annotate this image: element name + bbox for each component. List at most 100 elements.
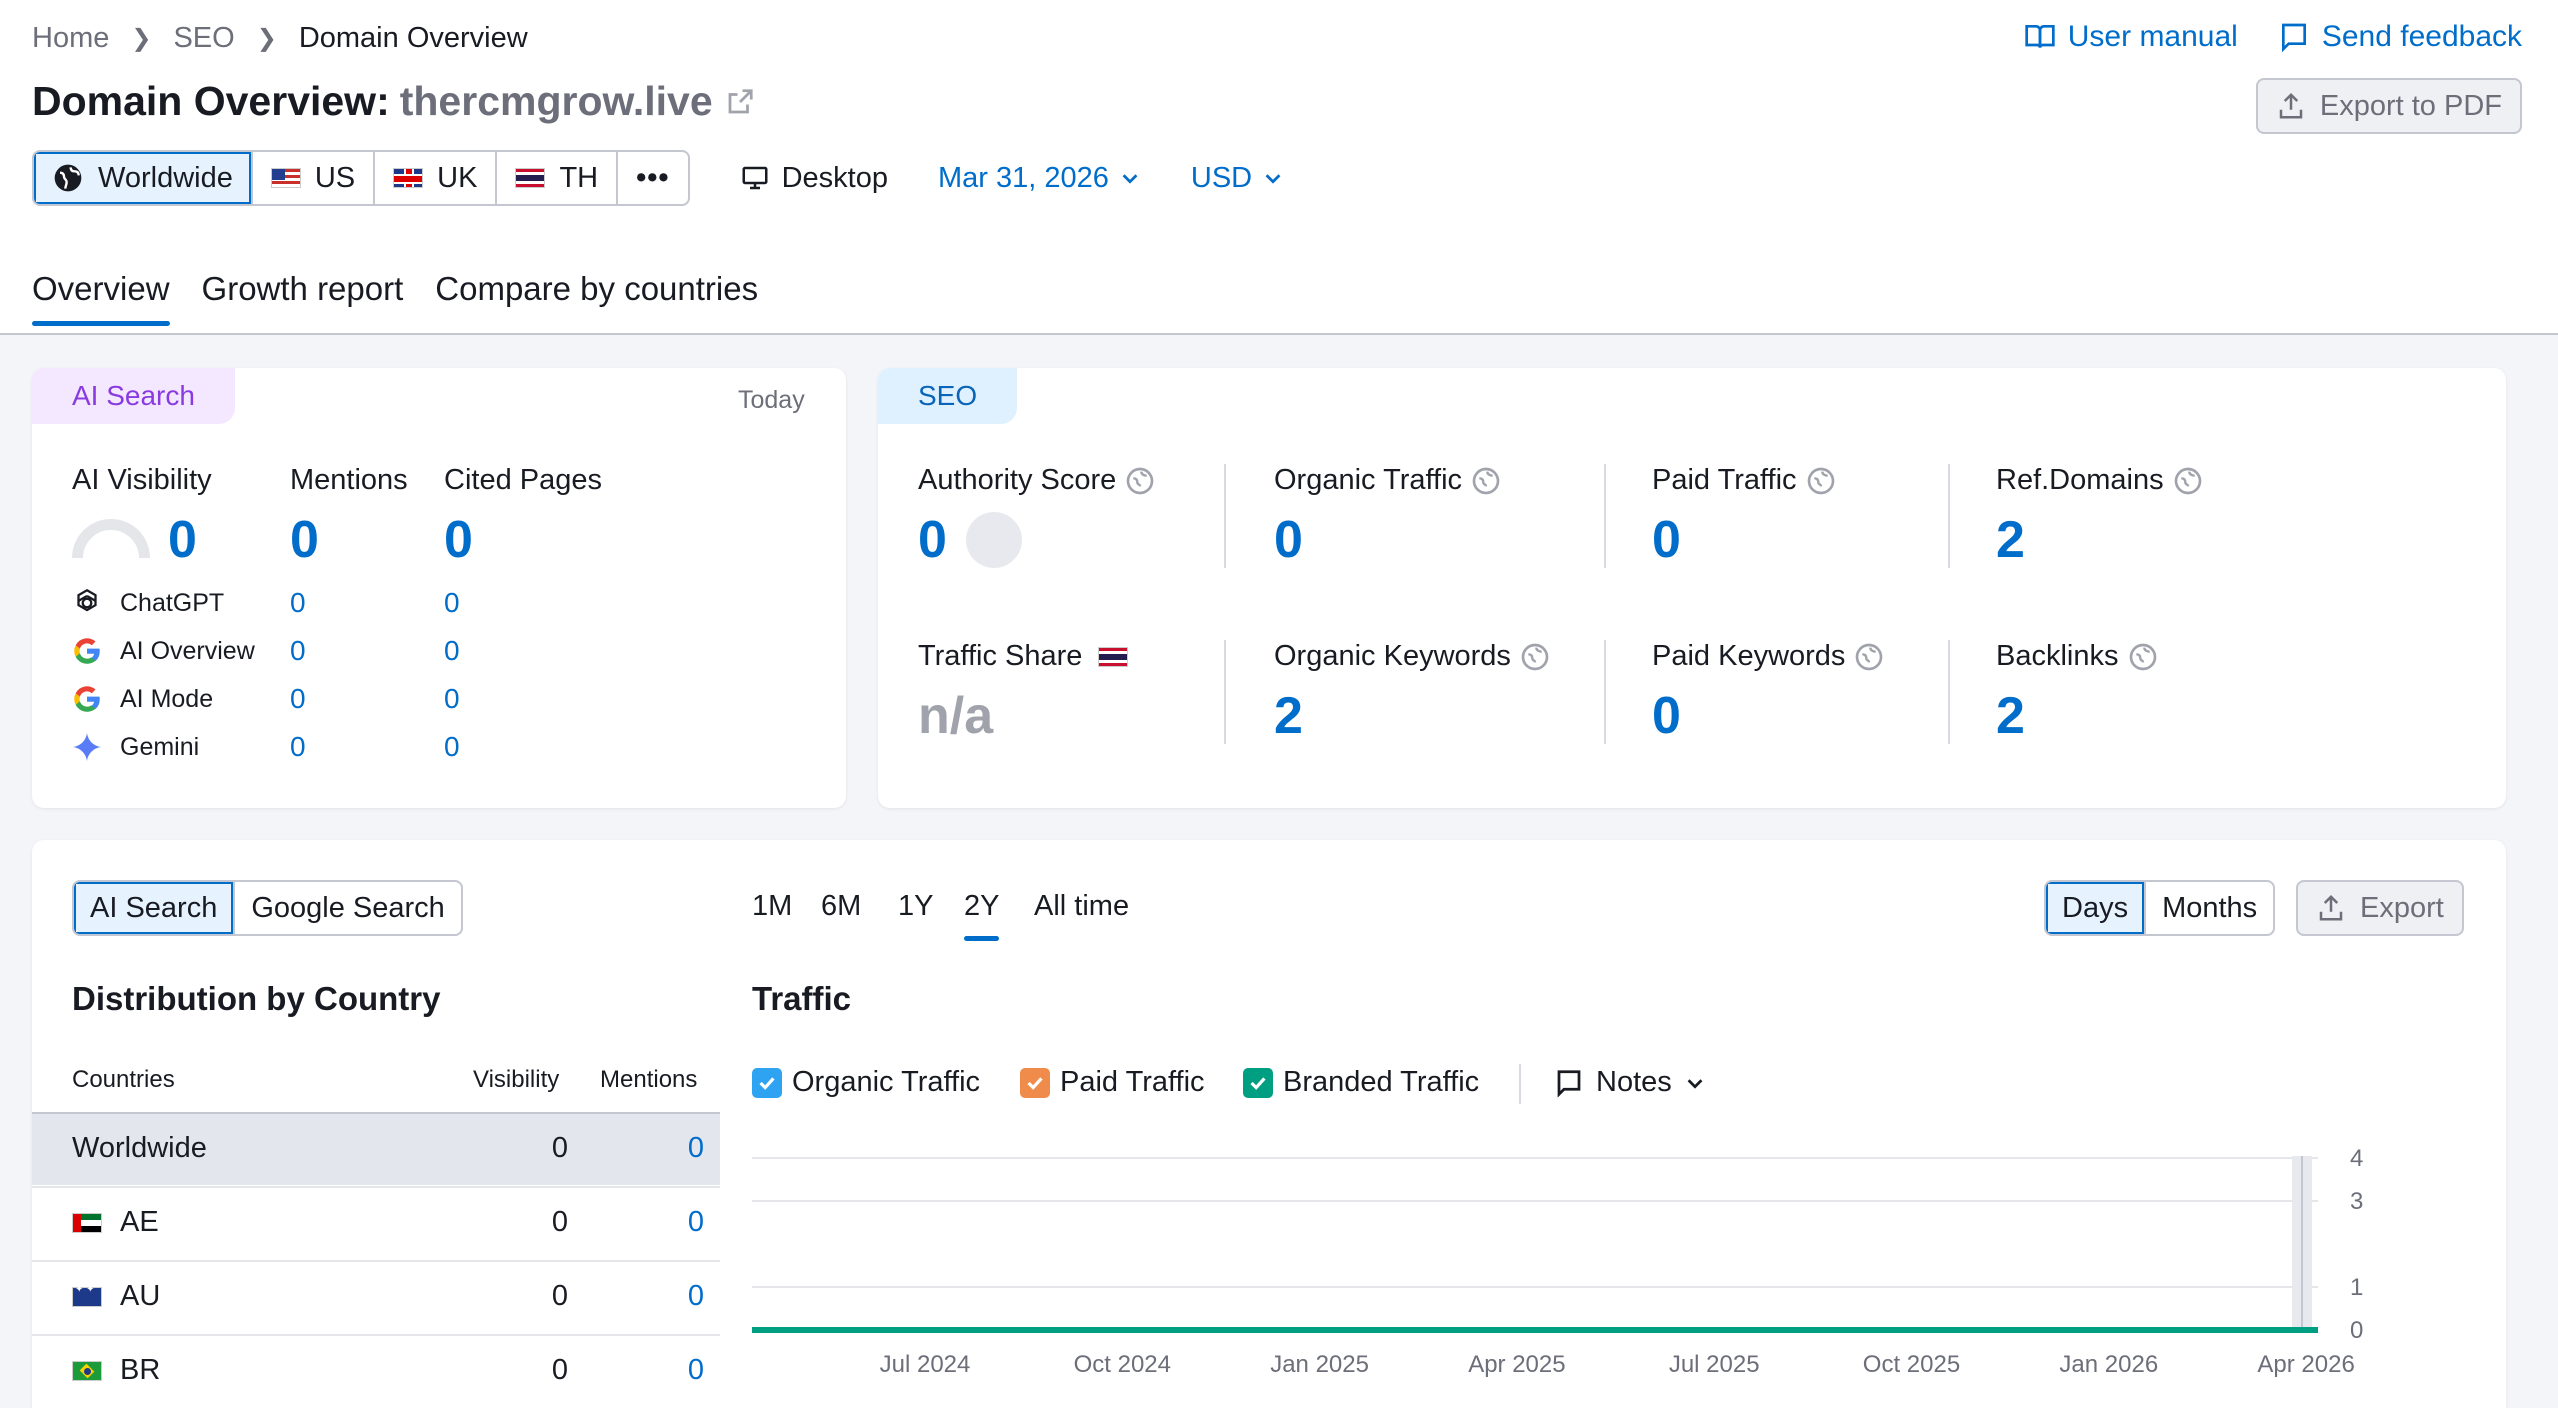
country-mentions[interactable]: 0 [687,1280,704,1312]
organic-keywords-value[interactable]: 2 [1274,687,1303,745]
db-worldwide[interactable]: Worldwide [34,152,253,204]
country-label: AU [120,1280,161,1312]
google-icon [74,686,100,712]
country-label: AE [120,1206,159,1238]
ai-row-mentions[interactable]: 0 [290,731,306,762]
traffic-title: Traffic [752,980,852,1017]
tab-growth-report[interactable]: Growth report [201,270,404,307]
country-mentions[interactable]: 0 [687,1132,704,1164]
ai-row-cited[interactable]: 0 [444,731,460,762]
tab-compare-by-countries[interactable]: Compare by countries [435,270,759,307]
country-mentions[interactable]: 0 [687,1354,704,1386]
traffic-share-value: n/a [918,687,994,745]
toggle-google-search[interactable]: Google Search [251,891,445,924]
tab-overview[interactable]: Overview [32,270,170,326]
breadcrumb-home[interactable]: Home [32,22,110,54]
toggle-days[interactable]: Days [2046,882,2147,934]
backlinks-label: Backlinks [1996,640,2159,673]
backlinks-value[interactable]: 2 [1996,687,2025,745]
mentions-value[interactable]: 0 [290,511,319,569]
header: Home ❯ SEO ❯ Domain Overview User manual… [0,0,2558,335]
toggle-months[interactable]: Months [2162,891,2258,924]
country-label: Worldwide [72,1132,207,1164]
paid-traffic-text: Paid Traffic [1652,464,1797,496]
export-button[interactable]: Export [2296,880,2464,936]
paid-keywords-value[interactable]: 0 [1652,687,1681,745]
external-link-icon[interactable] [725,87,755,117]
user-manual-link[interactable]: User manual [2024,20,2238,54]
authority-score-gauge [966,512,1022,568]
db-us[interactable]: US [253,152,376,204]
col-countries[interactable]: Countries [72,1066,175,1093]
period-2y[interactable]: 2Y [964,890,1000,941]
more-databases-button[interactable]: ••• [618,152,687,204]
country-mentions[interactable]: 0 [687,1206,704,1238]
cited-pages-value[interactable]: 0 [444,511,473,569]
organic-keywords-text: Organic Keywords [1274,640,1511,672]
db-th[interactable]: TH [497,152,619,204]
ai-row-cited[interactable]: 0 [444,635,460,666]
legend-organic-traffic[interactable]: Organic Traffic [752,1066,980,1099]
paid-traffic-value[interactable]: 0 [1652,511,1681,569]
country-visibility: 0 [551,1132,568,1164]
table-row[interactable]: BR 0 0 [32,1334,720,1407]
seo-tag: SEO [878,368,1018,424]
organic-traffic-value[interactable]: 0 [1274,511,1303,569]
cited-pages-label: Cited Pages [444,464,602,496]
checkbox-checked-icon [752,1067,782,1098]
ai-visibility-value[interactable]: 0 [168,511,197,569]
export-pdf-label: Export to PDF [2319,89,2502,122]
x-tick-label: Oct 2025 [1863,1351,1960,1378]
db-uk[interactable]: UK [375,152,498,204]
chatgpt-icon [77,588,97,612]
au-flag-icon [72,1284,102,1307]
notes-dropdown[interactable]: Notes [1554,1066,1706,1099]
globe-icon [54,164,82,192]
paid-keywords-text: Paid Keywords [1652,640,1846,672]
send-feedback-label: Send feedback [2321,20,2522,53]
period-6m[interactable]: 6M [821,890,862,922]
ai-row-name: AI Overview [120,636,255,665]
breadcrumb-seo[interactable]: SEO [173,22,235,54]
authority-score-label: Authority Score [918,464,1156,497]
table-row[interactable]: AU 0 0 [32,1260,720,1333]
search-source-toggle: AI Search Google Search [72,880,463,936]
period-all-time[interactable]: All time [1034,890,1130,922]
legend-paid-traffic[interactable]: Paid Traffic [1020,1066,1205,1099]
export-label: Export [2360,891,2444,924]
export-pdf-button[interactable]: Export to PDF [2255,78,2522,134]
legend-divider [1519,1064,1521,1104]
ai-search-card: AI Search [32,368,846,808]
x-tick-label: Apr 2026 [2257,1351,2354,1378]
send-feedback-link[interactable]: Send feedback [2278,20,2522,54]
col-visibility[interactable]: Visibility [473,1066,560,1093]
traffic-share-label: Traffic Share [918,640,1129,673]
domain-name: thercmgrow.live [399,78,713,124]
ai-row-mentions[interactable]: 0 [290,587,306,618]
legend-branded-traffic[interactable]: Branded Traffic [1243,1066,1479,1099]
device-selector[interactable]: Desktop [740,162,888,195]
date-dropdown[interactable]: Mar 31, 2026 [938,162,1141,195]
chevron-down-icon [1687,1078,1703,1089]
x-tick-label: Jan 2025 [1270,1351,1369,1378]
toggle-ai-search[interactable]: AI Search [74,882,236,934]
globe-info-icon [2174,467,2201,494]
authority-score-value[interactable]: 0 [918,511,947,569]
ai-row-mentions[interactable]: 0 [290,683,306,714]
ai-row-cited[interactable]: 0 [444,587,460,618]
ref-domains-value[interactable]: 2 [1996,511,2025,569]
table-row[interactable]: AE 0 0 [32,1186,720,1259]
checkbox-checked-icon [1243,1067,1273,1098]
period-1y[interactable]: 1Y [898,890,934,922]
col-mentions[interactable]: Mentions [600,1066,698,1093]
backlinks-text: Backlinks [1996,640,2119,672]
table-row[interactable]: Worldwide 0 0 [32,1112,720,1185]
breadcrumb: Home ❯ SEO ❯ Domain Overview [32,22,528,55]
upload-icon [2319,894,2343,921]
ai-row-cited[interactable]: 0 [444,683,460,714]
ai-row-mentions[interactable]: 0 [290,635,306,666]
ai-row-name: ChatGPT [120,588,225,617]
period-1m[interactable]: 1M [752,890,793,922]
ai-visibility-label: AI Visibility [72,464,212,496]
currency-dropdown[interactable]: USD [1191,162,1284,195]
